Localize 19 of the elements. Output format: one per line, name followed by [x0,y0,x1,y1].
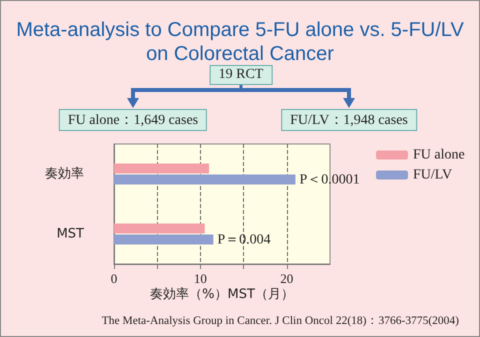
text: FU/LV：1,948 cases [281,109,417,131]
legend-label: FU/LV [413,168,452,182]
text: 19 RCT [210,65,272,85]
x-axis-title: 奏効率（%）MST（月） [150,286,294,302]
x-tick-label: 10 [194,271,207,286]
y-tick-label: MST [56,226,84,242]
annotation: P＝0.004 [217,232,271,248]
bar [114,164,210,174]
legend-label: FU alone [413,148,465,162]
annotation: P＜0.0001 [299,172,360,188]
y-tick-label: 奏効率 [45,166,84,182]
bar [114,224,205,234]
text: FU alone：1,649 cases [58,109,208,131]
bar [114,174,296,184]
x-tick-label: 0 [110,271,118,286]
chart-title: Meta-analysis to Compare 5-FU alone vs. 5-FU/LV on Colorectal Cancer [16,19,464,65]
text: The Meta-Analysis Group in Cancer. J Clin Oncol 22(18)：3766-3775(2004) [102,314,459,328]
bar [114,234,214,244]
x-tick-label: 20 [280,271,294,286]
